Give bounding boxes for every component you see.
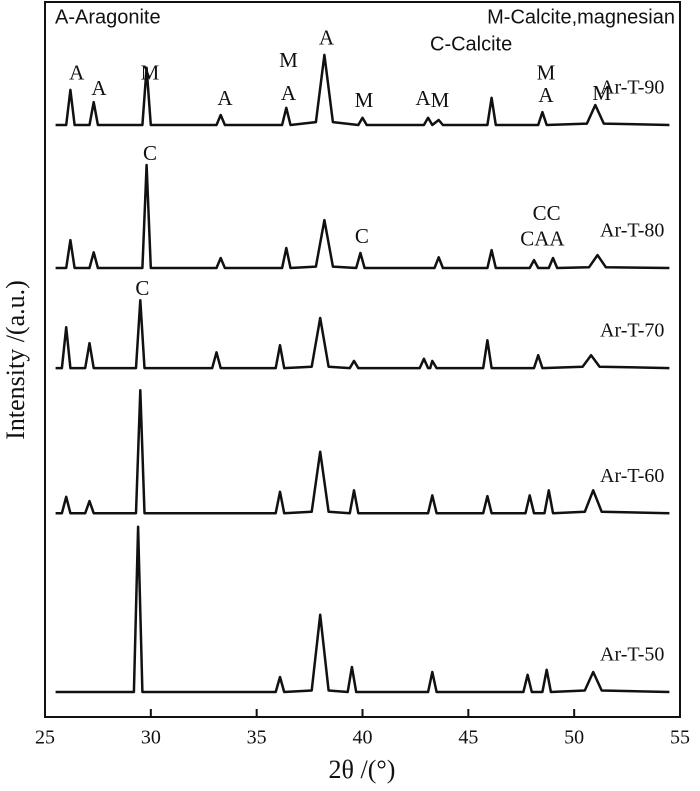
series-label: Ar-T-80 (600, 220, 664, 242)
key-text: C-Calcite (430, 33, 512, 55)
x-tick-label: 40 (353, 727, 373, 749)
xrd-pattern (55, 53, 670, 127)
series-label: Ar-T-50 (600, 644, 664, 666)
x-tick-label: 55 (670, 727, 690, 749)
series-label: Ar-T-90 (600, 77, 664, 99)
peak-label: M (279, 48, 298, 72)
peak-label: A (217, 86, 233, 110)
peak-label: M (355, 88, 374, 112)
peak-label: A (319, 26, 335, 50)
x-tick-label: 25 (35, 727, 55, 749)
peak-label: M (592, 81, 611, 105)
x-tick-label: 45 (458, 727, 478, 749)
xrd-pattern (55, 163, 670, 270)
peak-label: A (91, 76, 107, 100)
x-tick-label: 50 (564, 727, 584, 749)
xrd-pattern (55, 525, 670, 694)
peak-label: M (141, 61, 160, 85)
x-axis-label: 2θ /(°) (329, 755, 396, 784)
xrd-pattern (55, 388, 670, 515)
series-label: Ar-T-70 (600, 320, 664, 342)
x-tick-label: 30 (141, 727, 161, 749)
peak-label: C (355, 224, 369, 248)
key-text: A-Aragonite (55, 6, 161, 28)
key-text: M-Calcite,magnesian (487, 6, 675, 28)
peak-label: A (538, 83, 554, 107)
xrd-pattern (55, 298, 670, 370)
y-axis-label: Intensity /(a.u.) (1, 280, 30, 440)
peak-label: CAA (520, 227, 565, 251)
peak-label: A (415, 86, 431, 110)
peak-label: A (281, 81, 297, 105)
peak-label: A (69, 61, 85, 85)
peak-label: CC (533, 201, 561, 225)
peak-label: C (143, 141, 157, 165)
x-tick-label: 35 (247, 727, 267, 749)
peak-label: M (537, 61, 556, 85)
peak-label: C (135, 276, 149, 300)
series-label: Ar-T-60 (600, 465, 664, 487)
peak-label: M (431, 88, 450, 112)
